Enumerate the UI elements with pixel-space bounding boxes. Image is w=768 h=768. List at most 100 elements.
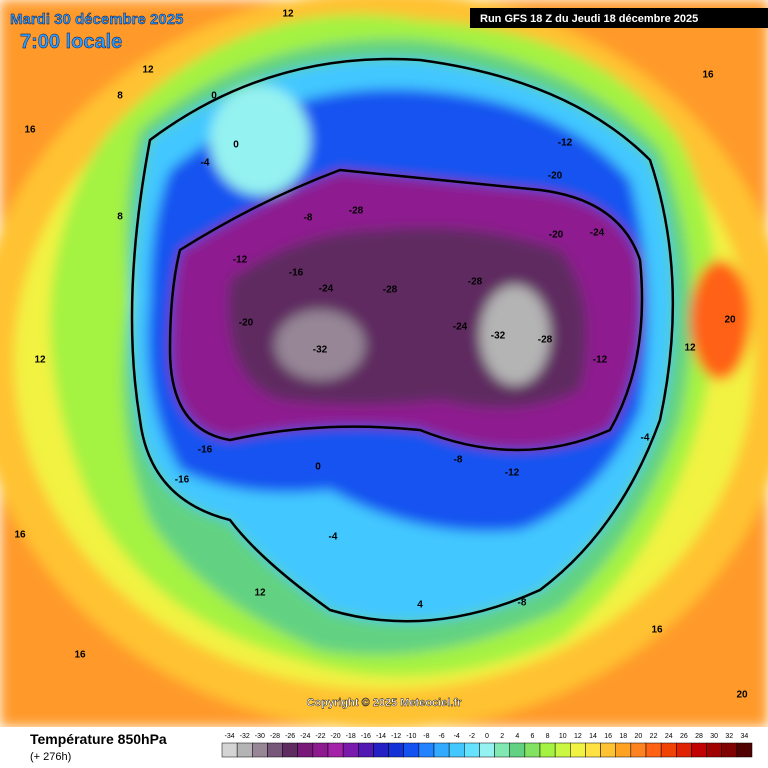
contour-label: 16 xyxy=(651,625,663,636)
legend-swatch xyxy=(358,742,374,758)
contour-label: 16 xyxy=(14,530,26,541)
contour-label: 16 xyxy=(74,650,86,661)
contour-label: -16 xyxy=(289,268,304,279)
contour-label: 16 xyxy=(24,125,36,136)
legend-swatch xyxy=(630,742,647,758)
contour-label: -32 xyxy=(491,331,506,342)
legend-swatch xyxy=(570,742,586,758)
contour-label: -12 xyxy=(233,255,248,266)
legend-swatch xyxy=(660,742,677,758)
legend-swatch xyxy=(221,742,238,758)
legend-tick-label: -18 xyxy=(346,733,356,740)
copyright: Copyright © 2025 Meteociel.fr xyxy=(307,697,463,709)
legend-tick-label: -20 xyxy=(331,733,341,740)
contour-label: 12 xyxy=(34,355,46,366)
contour-label: -8 xyxy=(454,455,463,466)
contour-label: 12 xyxy=(254,588,266,599)
contour-label: 12 xyxy=(142,65,154,76)
legend-swatch xyxy=(615,742,632,758)
legend-tick-label: -2 xyxy=(469,733,475,740)
contour-label: 4 xyxy=(417,600,423,611)
contour-label: -28 xyxy=(538,335,553,346)
legend-swatch xyxy=(464,742,480,758)
legend-swatch xyxy=(433,742,450,758)
contour-label: -20 xyxy=(549,230,564,241)
legend-swatch xyxy=(297,742,314,758)
legend-swatch xyxy=(524,742,541,758)
legend-tick-label: 16 xyxy=(604,733,612,740)
legend-tick-label: -30 xyxy=(255,733,265,740)
legend-swatch xyxy=(554,742,571,758)
legend-tick-label: 14 xyxy=(589,733,597,740)
date-title: Mardi 30 décembre 2025 xyxy=(10,11,183,28)
contour-label: 8 xyxy=(117,212,123,223)
legend-swatch xyxy=(585,742,601,758)
contour-label: -16 xyxy=(198,445,213,456)
contour-label: 0 xyxy=(211,91,217,102)
legend-tick-label: 26 xyxy=(680,733,688,740)
legend-swatch xyxy=(600,742,616,758)
contour-label: -4 xyxy=(329,532,338,543)
contour-label: -28 xyxy=(383,285,398,296)
legend-swatch xyxy=(403,742,420,758)
contour-label: -12 xyxy=(558,138,573,149)
legend-swatch xyxy=(448,742,465,758)
legend-tick-label: 0 xyxy=(485,733,489,740)
legend-scale: -34 -32 -30 -28 -26 -24 -22 -20 -18 -16 -14 -12 -10-… xyxy=(221,733,753,758)
legend-swatch xyxy=(691,742,707,758)
legend-swatch xyxy=(509,742,526,758)
legend-tick-label: 8 xyxy=(546,733,550,740)
legend-tick-label: -12 xyxy=(391,733,401,740)
legend-tick-label: -8 xyxy=(423,733,429,740)
contour-label: 20 xyxy=(736,690,748,701)
legend-swatch xyxy=(721,742,738,758)
legend-tick-label: -6 xyxy=(438,733,444,740)
contour-label: -24 xyxy=(453,322,468,333)
legend-tick-label: 18 xyxy=(619,733,627,740)
time-title: 7:00 locale xyxy=(20,31,122,53)
legend-tick-label: 6 xyxy=(530,733,534,740)
legend-tick-label: -26 xyxy=(285,733,295,740)
legend-tick-label: -34 xyxy=(225,733,235,740)
legend-tick-label: -10 xyxy=(406,733,416,740)
zero-isotherm xyxy=(130,57,675,623)
legend-tick-label: 20 xyxy=(635,733,643,740)
contour-label: 0 xyxy=(315,462,321,473)
legend-tick-label: -14 xyxy=(376,733,386,740)
legend-swatch xyxy=(373,742,389,758)
contour-label: 0 xyxy=(233,140,239,151)
legend-tick-label: -4 xyxy=(454,733,460,740)
contour-label: -20 xyxy=(239,318,254,329)
contour-label: -16 xyxy=(175,475,190,486)
contour-label: -12 xyxy=(505,468,520,479)
legend-swatch xyxy=(539,742,556,758)
contour-label: -4 xyxy=(641,433,650,444)
contour-labels: 12 16 12 8 16 0 0 -4 -8 -12 -16 -20 -24 -28 -28 -32 -24 -… xyxy=(14,9,748,701)
legend-swatch xyxy=(645,742,662,758)
legend-swatch xyxy=(236,742,253,758)
legend-swatch xyxy=(736,742,753,758)
legend-title: Température 850hPa xyxy=(30,731,167,747)
legend-swatch xyxy=(252,742,268,758)
legend-tick-label: -16 xyxy=(361,733,371,740)
legend-tick-label: 2 xyxy=(500,733,504,740)
legend-tick-label: 10 xyxy=(559,733,567,740)
contour-label: 16 xyxy=(702,70,714,81)
contour-label: -12 xyxy=(593,355,608,366)
contour-label: -28 xyxy=(349,206,364,217)
contour-label: -4 xyxy=(201,158,210,169)
legend-tick-label: -28 xyxy=(270,733,280,740)
legend-tick-label: 22 xyxy=(650,733,658,740)
legend-swatch xyxy=(494,742,510,758)
contour-label: -20 xyxy=(548,171,563,182)
legend-tick-label: -24 xyxy=(300,733,310,740)
legend-tick-label: 32 xyxy=(725,733,733,740)
run-box xyxy=(470,8,768,28)
contour-label: -24 xyxy=(319,284,334,295)
legend-swatch xyxy=(312,742,329,758)
legend-swatch xyxy=(327,742,344,758)
contour-label: -8 xyxy=(304,213,313,224)
legend-tick-label: 12 xyxy=(574,733,582,740)
